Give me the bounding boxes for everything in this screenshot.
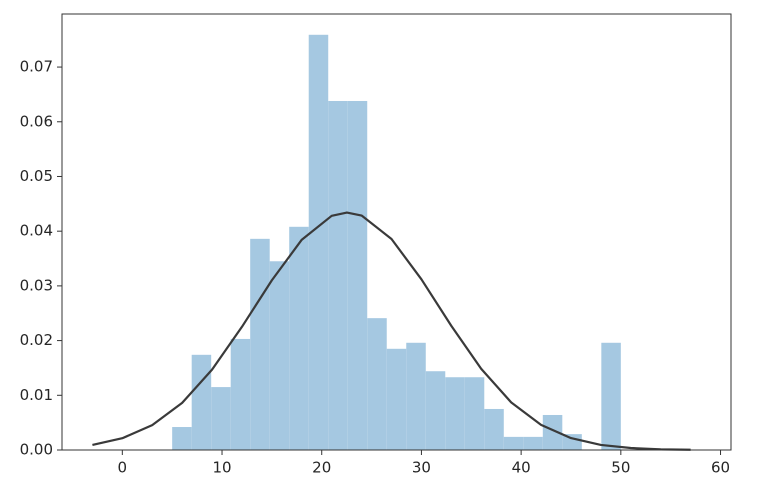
y-tick-label: 0.01: [20, 386, 53, 404]
y-tick-label: 0.00: [20, 441, 53, 459]
bar: [308, 34, 329, 450]
plot-frame: [61, 13, 732, 451]
bar: [211, 387, 231, 450]
x-tick-label: 0: [118, 459, 128, 477]
y-tick-label: 0.07: [20, 58, 53, 76]
bar: [328, 100, 348, 451]
y-tick-label: 0.02: [20, 331, 53, 349]
bar: [347, 100, 368, 451]
y-tick-label: 0.03: [20, 276, 53, 294]
bar: [425, 371, 446, 450]
bar: [250, 238, 270, 450]
bar: [523, 436, 543, 450]
bar: [269, 261, 290, 450]
bar: [367, 318, 387, 450]
bar: [542, 414, 563, 450]
bar: [172, 427, 192, 450]
bar: [191, 354, 212, 450]
fit-curve: [92, 211, 691, 451]
bar: [289, 226, 309, 450]
bar: [464, 377, 485, 450]
bar: [503, 436, 524, 450]
y-tick-label: 0.04: [20, 222, 53, 240]
x-tick-label: 60: [711, 459, 730, 477]
bar: [386, 348, 407, 450]
bar: [562, 434, 582, 450]
bar: [601, 342, 621, 450]
x-tick-label: 20: [312, 459, 331, 477]
x-tick-label: 30: [412, 459, 431, 477]
x-tick-label: 50: [611, 459, 630, 477]
x-tick-label: 40: [512, 459, 531, 477]
x-tick-label: 10: [212, 459, 231, 477]
bar: [484, 408, 504, 450]
y-tick-label: 0.06: [20, 112, 53, 130]
bar: [406, 342, 426, 450]
bar: [230, 338, 251, 450]
y-tick-label: 0.05: [20, 167, 53, 185]
bar: [445, 377, 465, 450]
